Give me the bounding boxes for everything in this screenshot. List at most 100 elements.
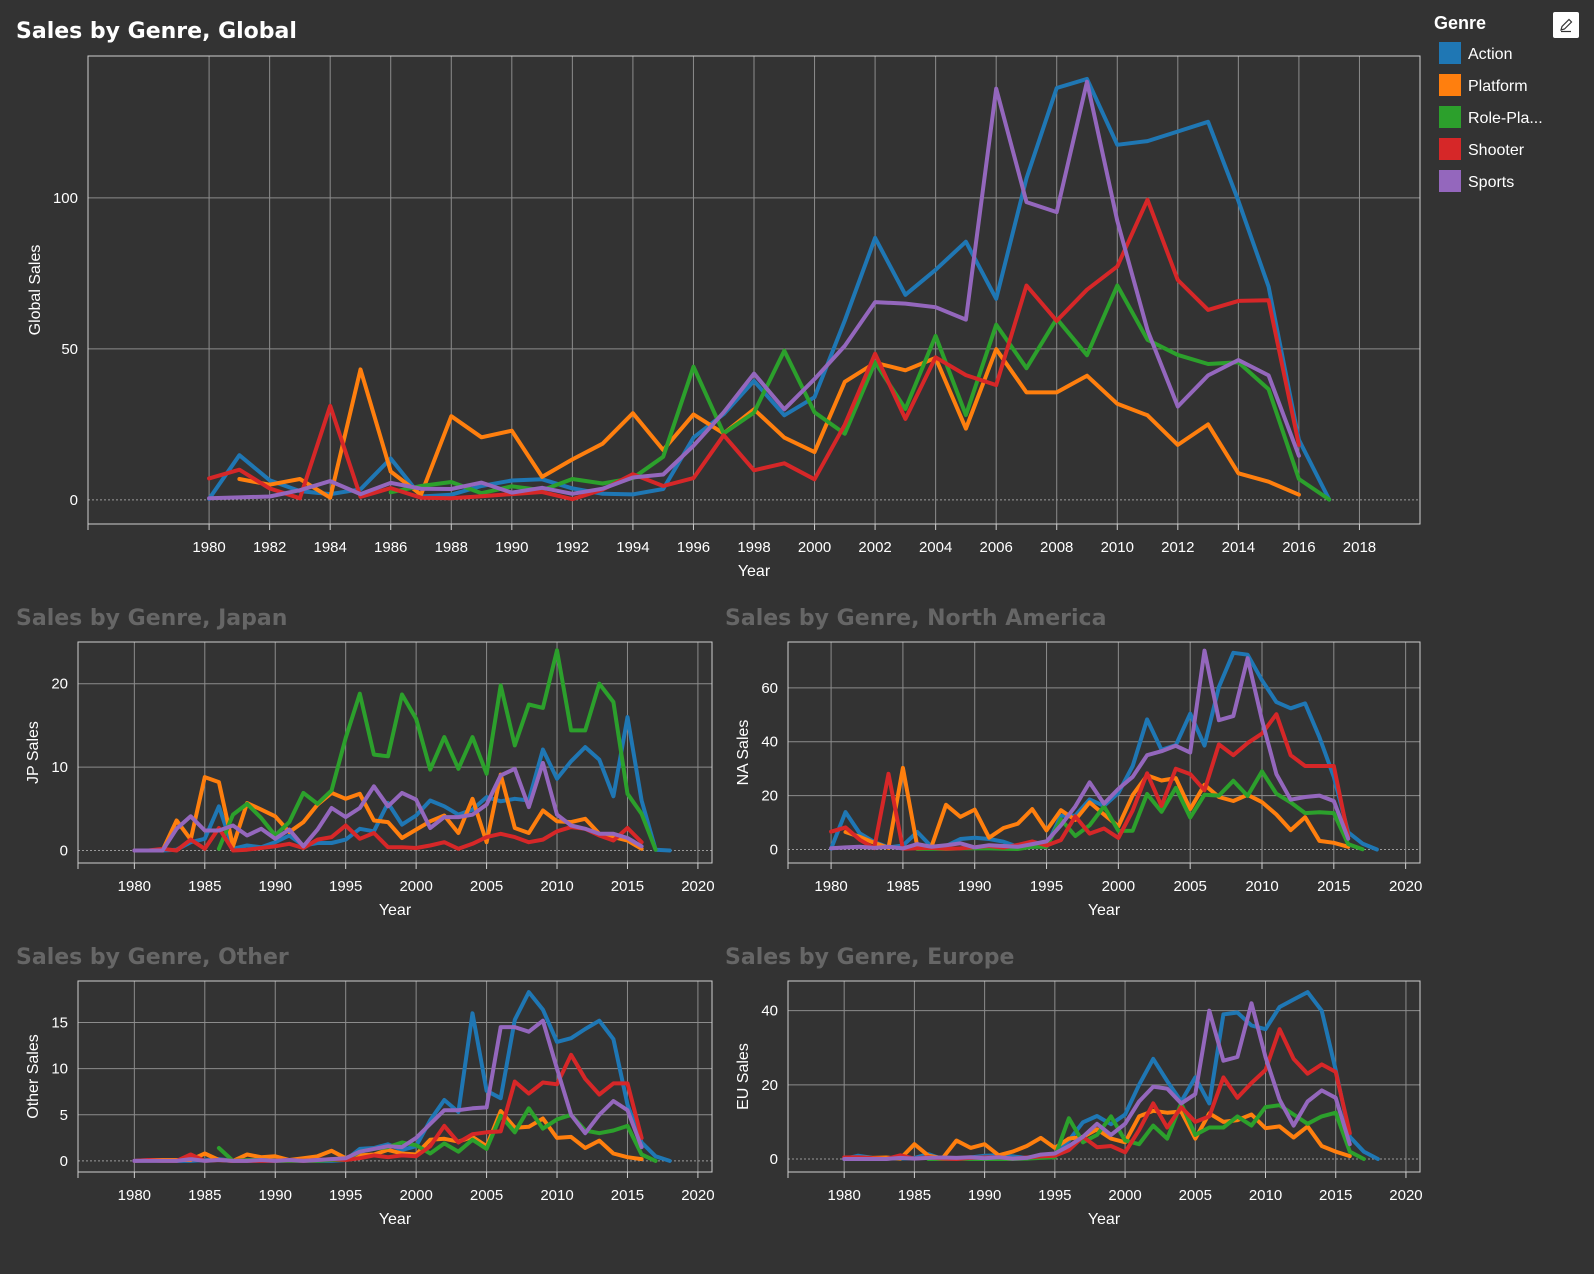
y-axis-label: JP Sales [25,721,42,784]
x-tick-label: 2006 [979,539,1012,556]
y-tick-label: 0 [70,492,78,509]
x-tick-label: 1996 [677,539,710,556]
legend-label: Role-Pla... [1468,110,1543,127]
x-tick-label: 2005 [1173,878,1206,895]
x-axis-label: Year [1088,902,1121,919]
legend-item-shooter[interactable]: Shooter [1439,138,1525,160]
x-tick-label: 2005 [470,1187,503,1204]
series-line-sports[interactable] [842,1001,1352,1161]
legend-label: Sports [1468,174,1514,191]
x-tick-label: 2008 [1040,539,1073,556]
y-tick-label: 0 [770,1151,778,1168]
series-line-platform[interactable] [237,347,1301,500]
x-tick-label: 2000 [798,539,831,556]
y-tick-label: 0 [60,842,68,859]
x-tick-label: 1985 [188,878,221,895]
legend-item-sports[interactable]: Sports [1439,170,1514,192]
series-line-sports[interactable] [207,79,1301,501]
y-tick-label: 50 [61,341,78,358]
legend-label: Action [1468,46,1512,63]
legend-item-action[interactable]: Action [1439,42,1512,64]
y-tick-label: 100 [53,190,78,207]
x-axis-label: Year [379,902,412,919]
series-line-sports[interactable] [829,648,1351,851]
x-tick-label: 2010 [1245,878,1278,895]
legend-swatch [1439,74,1461,96]
global-plot-frame [87,55,1421,525]
other-plot-frame [77,980,713,1173]
series-line-role-playing[interactable] [216,648,658,852]
x-tick-label: 2015 [1319,1187,1352,1204]
x-tick-label: 1986 [374,539,407,556]
x-tick-label: 2020 [1389,878,1422,895]
x-tick-label: 1982 [253,539,286,556]
series-line-shooter[interactable] [207,197,1301,502]
legend-label: Shooter [1468,142,1525,159]
legend-swatch [1439,138,1461,160]
x-tick-label: 1985 [886,878,919,895]
north-america-plot-frame [787,641,1421,864]
y-tick-label: 40 [761,734,778,751]
y-tick-label: 40 [761,1003,778,1020]
series-line-action[interactable] [207,76,1332,502]
legend-swatch [1439,170,1461,192]
series-line-sports[interactable] [132,1018,644,1163]
north-america-chart-title: Sales by Genre, North America [725,606,1106,631]
x-tick-label: 2016 [1282,539,1315,556]
x-tick-label: 2015 [1317,878,1350,895]
series-line-shooter[interactable] [132,823,644,853]
y-tick-label: 20 [761,788,778,805]
x-tick-label: 1994 [616,539,649,556]
x-tick-label: 1980 [118,1187,151,1204]
y-tick-label: 10 [51,759,68,776]
x-axis-label: Year [738,563,771,580]
x-tick-label: 1995 [329,1187,362,1204]
series-line-sports[interactable] [132,760,644,853]
x-tick-label: 1985 [188,1187,221,1204]
europe-plot-frame [787,980,1421,1173]
x-tick-label: 1980 [827,1187,860,1204]
edit-selection-button[interactable] [1553,12,1579,38]
x-tick-label: 2010 [1101,539,1134,556]
y-axis-label: EU Sales [735,1043,752,1110]
series-line-action[interactable] [132,715,672,853]
y-axis-label: Global Sales [27,245,44,336]
y-tick-label: 20 [51,676,68,693]
series-line-role-playing[interactable] [915,769,1365,852]
x-tick-label: 1995 [1038,1187,1071,1204]
x-tick-label: 2004 [919,539,952,556]
x-tick-label: 2000 [1108,1187,1141,1204]
series-line-shooter[interactable] [829,712,1351,851]
x-tick-label: 1990 [495,539,528,556]
x-tick-label: 2015 [611,878,644,895]
series-line-action[interactable] [132,990,672,1163]
series-line-shooter[interactable] [842,1027,1352,1161]
x-tick-label: 1988 [435,539,468,556]
legend-item-rolepla[interactable]: Role-Pla... [1439,106,1543,128]
x-tick-label: 1990 [259,1187,292,1204]
x-tick-label: 1980 [814,878,847,895]
x-tick-label: 2010 [540,878,573,895]
x-axis-label: Year [1088,1211,1121,1228]
x-tick-label: 1992 [556,539,589,556]
genre-legend: Genre Action Platform Role-Pla... Shooter Spo… [1434,13,1543,192]
legend-item-platform[interactable]: Platform [1439,74,1528,96]
y-tick-label: 15 [51,1015,68,1032]
pencil-icon [1560,18,1573,33]
series-line-platform[interactable] [146,772,644,853]
y-axis-label: NA Sales [735,720,752,786]
x-axis-label: Year [379,1211,412,1228]
europe-chart: Sales by Genre, Europe 1980 1985 1990 1995 20… [725,945,1423,1228]
x-tick-label: 1990 [968,1187,1001,1204]
x-tick-label: 2000 [1102,878,1135,895]
x-tick-label: 1984 [313,539,346,556]
y-tick-label: 5 [60,1107,68,1124]
x-tick-label: 1990 [259,878,292,895]
y-tick-label: 10 [51,1061,68,1078]
x-tick-label: 2020 [1389,1187,1422,1204]
legend-swatch [1439,106,1461,128]
x-tick-label: 2002 [858,539,891,556]
x-tick-label: 2010 [1249,1187,1282,1204]
